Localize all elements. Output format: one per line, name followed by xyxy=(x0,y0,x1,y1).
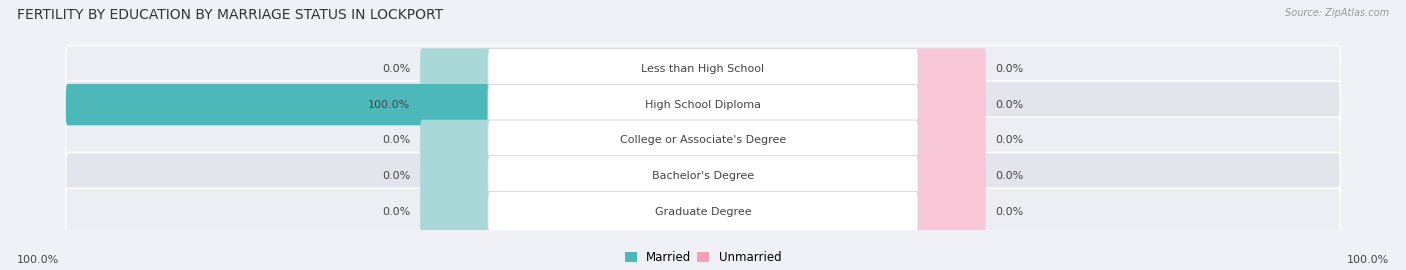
FancyBboxPatch shape xyxy=(915,48,986,90)
Legend: Married, Unmarried: Married, Unmarried xyxy=(624,251,782,264)
Text: 0.0%: 0.0% xyxy=(382,64,411,74)
FancyBboxPatch shape xyxy=(66,188,1340,235)
FancyBboxPatch shape xyxy=(488,156,918,196)
FancyBboxPatch shape xyxy=(488,49,918,89)
FancyBboxPatch shape xyxy=(66,153,1340,200)
Text: 0.0%: 0.0% xyxy=(995,100,1024,110)
Text: 0.0%: 0.0% xyxy=(382,135,411,145)
Text: 0.0%: 0.0% xyxy=(995,171,1024,181)
Text: 100.0%: 100.0% xyxy=(368,100,411,110)
Text: 0.0%: 0.0% xyxy=(995,135,1024,145)
Text: 0.0%: 0.0% xyxy=(382,171,411,181)
Text: High School Diploma: High School Diploma xyxy=(645,100,761,110)
FancyBboxPatch shape xyxy=(915,120,986,161)
Text: 0.0%: 0.0% xyxy=(995,64,1024,74)
Text: Bachelor's Degree: Bachelor's Degree xyxy=(652,171,754,181)
FancyBboxPatch shape xyxy=(915,84,986,125)
FancyBboxPatch shape xyxy=(66,45,1340,93)
Text: Less than High School: Less than High School xyxy=(641,64,765,74)
Text: 0.0%: 0.0% xyxy=(382,207,411,217)
Text: 0.0%: 0.0% xyxy=(995,207,1024,217)
Text: 100.0%: 100.0% xyxy=(1347,255,1389,265)
FancyBboxPatch shape xyxy=(488,84,918,125)
FancyBboxPatch shape xyxy=(420,155,491,197)
Text: Graduate Degree: Graduate Degree xyxy=(655,207,751,217)
FancyBboxPatch shape xyxy=(420,120,491,161)
FancyBboxPatch shape xyxy=(420,191,491,232)
FancyBboxPatch shape xyxy=(420,48,491,90)
FancyBboxPatch shape xyxy=(66,84,491,125)
Text: Source: ZipAtlas.com: Source: ZipAtlas.com xyxy=(1285,8,1389,18)
FancyBboxPatch shape xyxy=(66,81,1340,128)
FancyBboxPatch shape xyxy=(66,117,1340,164)
FancyBboxPatch shape xyxy=(915,155,986,197)
Text: 100.0%: 100.0% xyxy=(17,255,59,265)
Text: College or Associate's Degree: College or Associate's Degree xyxy=(620,135,786,145)
Text: FERTILITY BY EDUCATION BY MARRIAGE STATUS IN LOCKPORT: FERTILITY BY EDUCATION BY MARRIAGE STATU… xyxy=(17,8,443,22)
FancyBboxPatch shape xyxy=(488,120,918,161)
FancyBboxPatch shape xyxy=(488,191,918,232)
FancyBboxPatch shape xyxy=(915,191,986,232)
